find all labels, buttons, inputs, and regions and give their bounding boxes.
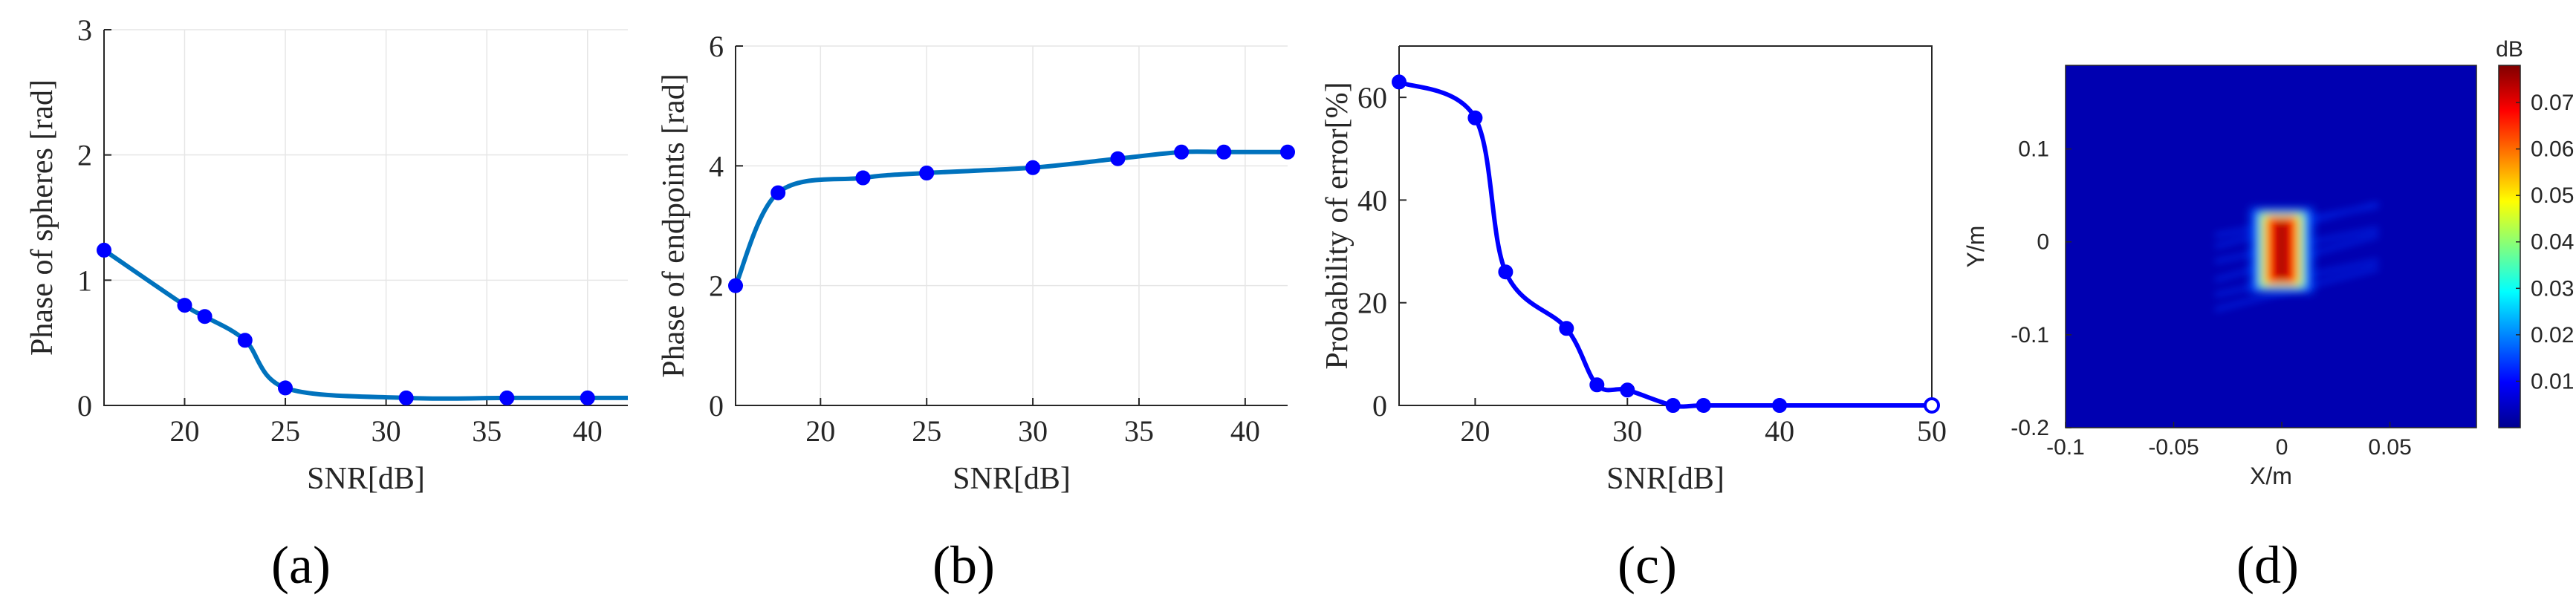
colorbar	[2498, 65, 2521, 428]
y-tick-label-1: 1	[77, 264, 92, 297]
x-tick-label-0: 20	[805, 414, 835, 448]
data-point-6	[1174, 144, 1190, 160]
hm-y-axis-label: Y/m	[1962, 226, 1989, 268]
y-tick-label-1: 20	[1357, 287, 1387, 320]
data-point-2	[855, 170, 871, 186]
data-point-3	[1559, 321, 1574, 336]
y-axis-label: Phase of spheres [rad]	[25, 79, 59, 356]
x-tick-label-4: 40	[1230, 414, 1260, 448]
panel-label: (d)	[2236, 535, 2299, 595]
x-tick-label-3: 35	[472, 414, 502, 448]
data-point-7	[1696, 398, 1711, 413]
x-tick-label-3: 35	[1124, 414, 1154, 448]
colorbar-tick-label-6: 0.07	[2531, 91, 2574, 115]
y-tick-label-3: 3	[77, 13, 92, 47]
x-tick-label-3: 50	[1917, 414, 1947, 448]
chart-c: 20 30 40 50 0 20 40 60 SNR[dB] Probability of err…	[1320, 45, 1947, 595]
data-point-5	[398, 390, 414, 405]
y-axis-label: Probability of error[%]	[1320, 82, 1354, 369]
heatmap-frame	[2065, 65, 2477, 428]
series-line	[103, 248, 628, 401]
heatmap-image	[2066, 65, 2476, 428]
hm-x-tick-label-2: 0	[2276, 435, 2288, 460]
hm-y-tick-label-3: 0.1	[2018, 137, 2049, 162]
data-point-7	[580, 390, 595, 405]
hm-y-tick-label-1: -0.1	[2011, 323, 2049, 348]
y-tick-label-1: 2	[709, 270, 724, 303]
axes-frame	[735, 46, 1288, 406]
y-tick-label-3: 6	[709, 30, 724, 63]
x-tick-label-0: 20	[1460, 414, 1490, 448]
data-point-9	[1924, 397, 1940, 414]
y-axis-label: Phase of endpoints [rad]	[657, 74, 691, 377]
data-point-1	[177, 298, 192, 313]
data-point-8	[1280, 144, 1295, 160]
series-line	[1398, 79, 1932, 409]
y-tick-label-2: 40	[1357, 183, 1387, 217]
y-tick-label-0: 0	[709, 389, 724, 423]
data-point-7	[1216, 144, 1232, 160]
data-point-5	[1110, 151, 1126, 166]
chart-b: 20 25 30 35 40 0 2 4 6 SNR[dB] Phase of endpoints …	[657, 30, 1295, 595]
x-tick-label-0: 20	[169, 414, 199, 448]
x-tick-label-1: 25	[270, 414, 300, 448]
x-tick-label-1: 25	[912, 414, 941, 448]
x-tick-label-2: 40	[1765, 414, 1794, 448]
glow-core	[2276, 221, 2288, 279]
colorbar-tick-label-5: 0.06	[2531, 137, 2574, 162]
data-point-4	[1025, 160, 1041, 175]
target-glow	[2250, 208, 2314, 293]
x-tick-label-4: 40	[573, 414, 603, 448]
data-point-0	[97, 242, 111, 258]
data-point-1	[770, 185, 786, 200]
x-tick-label-2: 30	[372, 414, 401, 448]
data-point-4	[1589, 377, 1605, 393]
data-point-1	[1467, 110, 1483, 125]
y-tick-label-2: 4	[709, 149, 724, 183]
colorbar-tick-label-0: 0.01	[2531, 369, 2574, 394]
data-point-6	[1665, 398, 1681, 413]
panel-label: (b)	[932, 535, 995, 595]
hm-y-tick-label-0: -0.2	[2011, 416, 2049, 440]
hm-x-tick-label-0: -0.1	[2046, 435, 2085, 460]
x-tick-label-1: 30	[1612, 414, 1642, 448]
colorbar-tick-label-1: 0.02	[2531, 323, 2574, 348]
hm-x-tick-label-3: 0.05	[2368, 435, 2411, 460]
colorbar-tick-label-2: 0.03	[2531, 276, 2574, 301]
chart-d: -0.1 -0.05 0 0.05-0.2-0.100.1X/mY/m0.010.02…	[1962, 37, 2574, 595]
data-point-4	[278, 380, 293, 396]
axes-box	[1399, 45, 1933, 405]
data-point-6	[499, 390, 515, 405]
axes-frame	[1398, 46, 1932, 406]
y-tick-label-0: 0	[77, 389, 92, 423]
data-point-3	[237, 333, 253, 348]
series-line	[733, 149, 1288, 287]
x-axis-label: SNR[dB]	[953, 462, 1071, 496]
axes-frame	[103, 30, 628, 406]
hm-x-tick-label-1: -0.05	[2148, 435, 2199, 460]
data-point-0	[728, 278, 743, 293]
data-point-3	[919, 166, 935, 180]
x-tick-label-2: 30	[1018, 414, 1048, 448]
y-tick-label-3: 60	[1357, 81, 1387, 114]
data-point-2	[197, 309, 212, 324]
colorbar-label: dB	[2496, 37, 2523, 62]
hm-y-tick-label-2: 0	[2037, 230, 2049, 255]
chart-a: 20 25 30 35 40 0 1 2 3 SNR[dB] Phase of spheres [r…	[25, 13, 628, 595]
data-point-5	[1620, 382, 1635, 398]
colorbar-tick-label-3: 0.04	[2531, 230, 2574, 255]
y-tick-label-0: 0	[1372, 389, 1387, 423]
hm-x-axis-label: X/m	[2250, 463, 2292, 489]
panel-label: (c)	[1618, 535, 1677, 595]
panel-label: (a)	[271, 535, 331, 595]
y-tick-label-2: 2	[77, 139, 92, 172]
x-axis-label: SNR[dB]	[1606, 462, 1725, 496]
data-point-0	[1392, 74, 1407, 90]
colorbar-tick-label-4: 0.05	[2531, 183, 2574, 208]
data-point-2	[1498, 264, 1514, 280]
data-point-8	[1772, 398, 1788, 413]
x-axis-label: SNR[dB]	[307, 462, 425, 496]
